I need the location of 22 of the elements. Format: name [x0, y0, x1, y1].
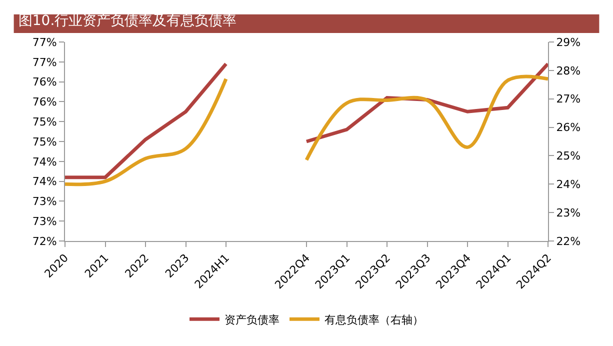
- chart-title: 图10.行业资产负债率及有息负债率: [18, 12, 237, 29]
- legend-label: 资产负债率: [224, 313, 280, 326]
- y-tick-label: 77%: [32, 56, 57, 69]
- y-tick-label: 75%: [32, 135, 57, 148]
- y-tick-label: 73%: [32, 214, 57, 228]
- y-tick-label: 76%: [32, 76, 57, 89]
- y-tick-label: 73%: [32, 195, 57, 208]
- y2-tick-label: 24%: [556, 178, 581, 191]
- y2-tick-label: 23%: [556, 206, 581, 220]
- y2-tick-label: 28%: [556, 64, 581, 78]
- y2-tick-label: 27%: [556, 92, 581, 106]
- y-tick-label: 76%: [32, 96, 57, 109]
- y2-tick-label: 22%: [556, 234, 581, 248]
- y2-tick-label: 25%: [556, 150, 581, 163]
- y-tick-label: 77%: [32, 36, 57, 49]
- y2-tick-label: 29%: [556, 36, 581, 49]
- y-tick-label: 74%: [32, 175, 57, 188]
- legend-label: 有息负债率（右轴）: [324, 313, 424, 326]
- y-tick-label: 72%: [32, 234, 57, 248]
- y-tick-label: 75%: [32, 115, 57, 128]
- y-tick-label: 74%: [32, 155, 57, 168]
- y2-tick-label: 26%: [556, 121, 581, 134]
